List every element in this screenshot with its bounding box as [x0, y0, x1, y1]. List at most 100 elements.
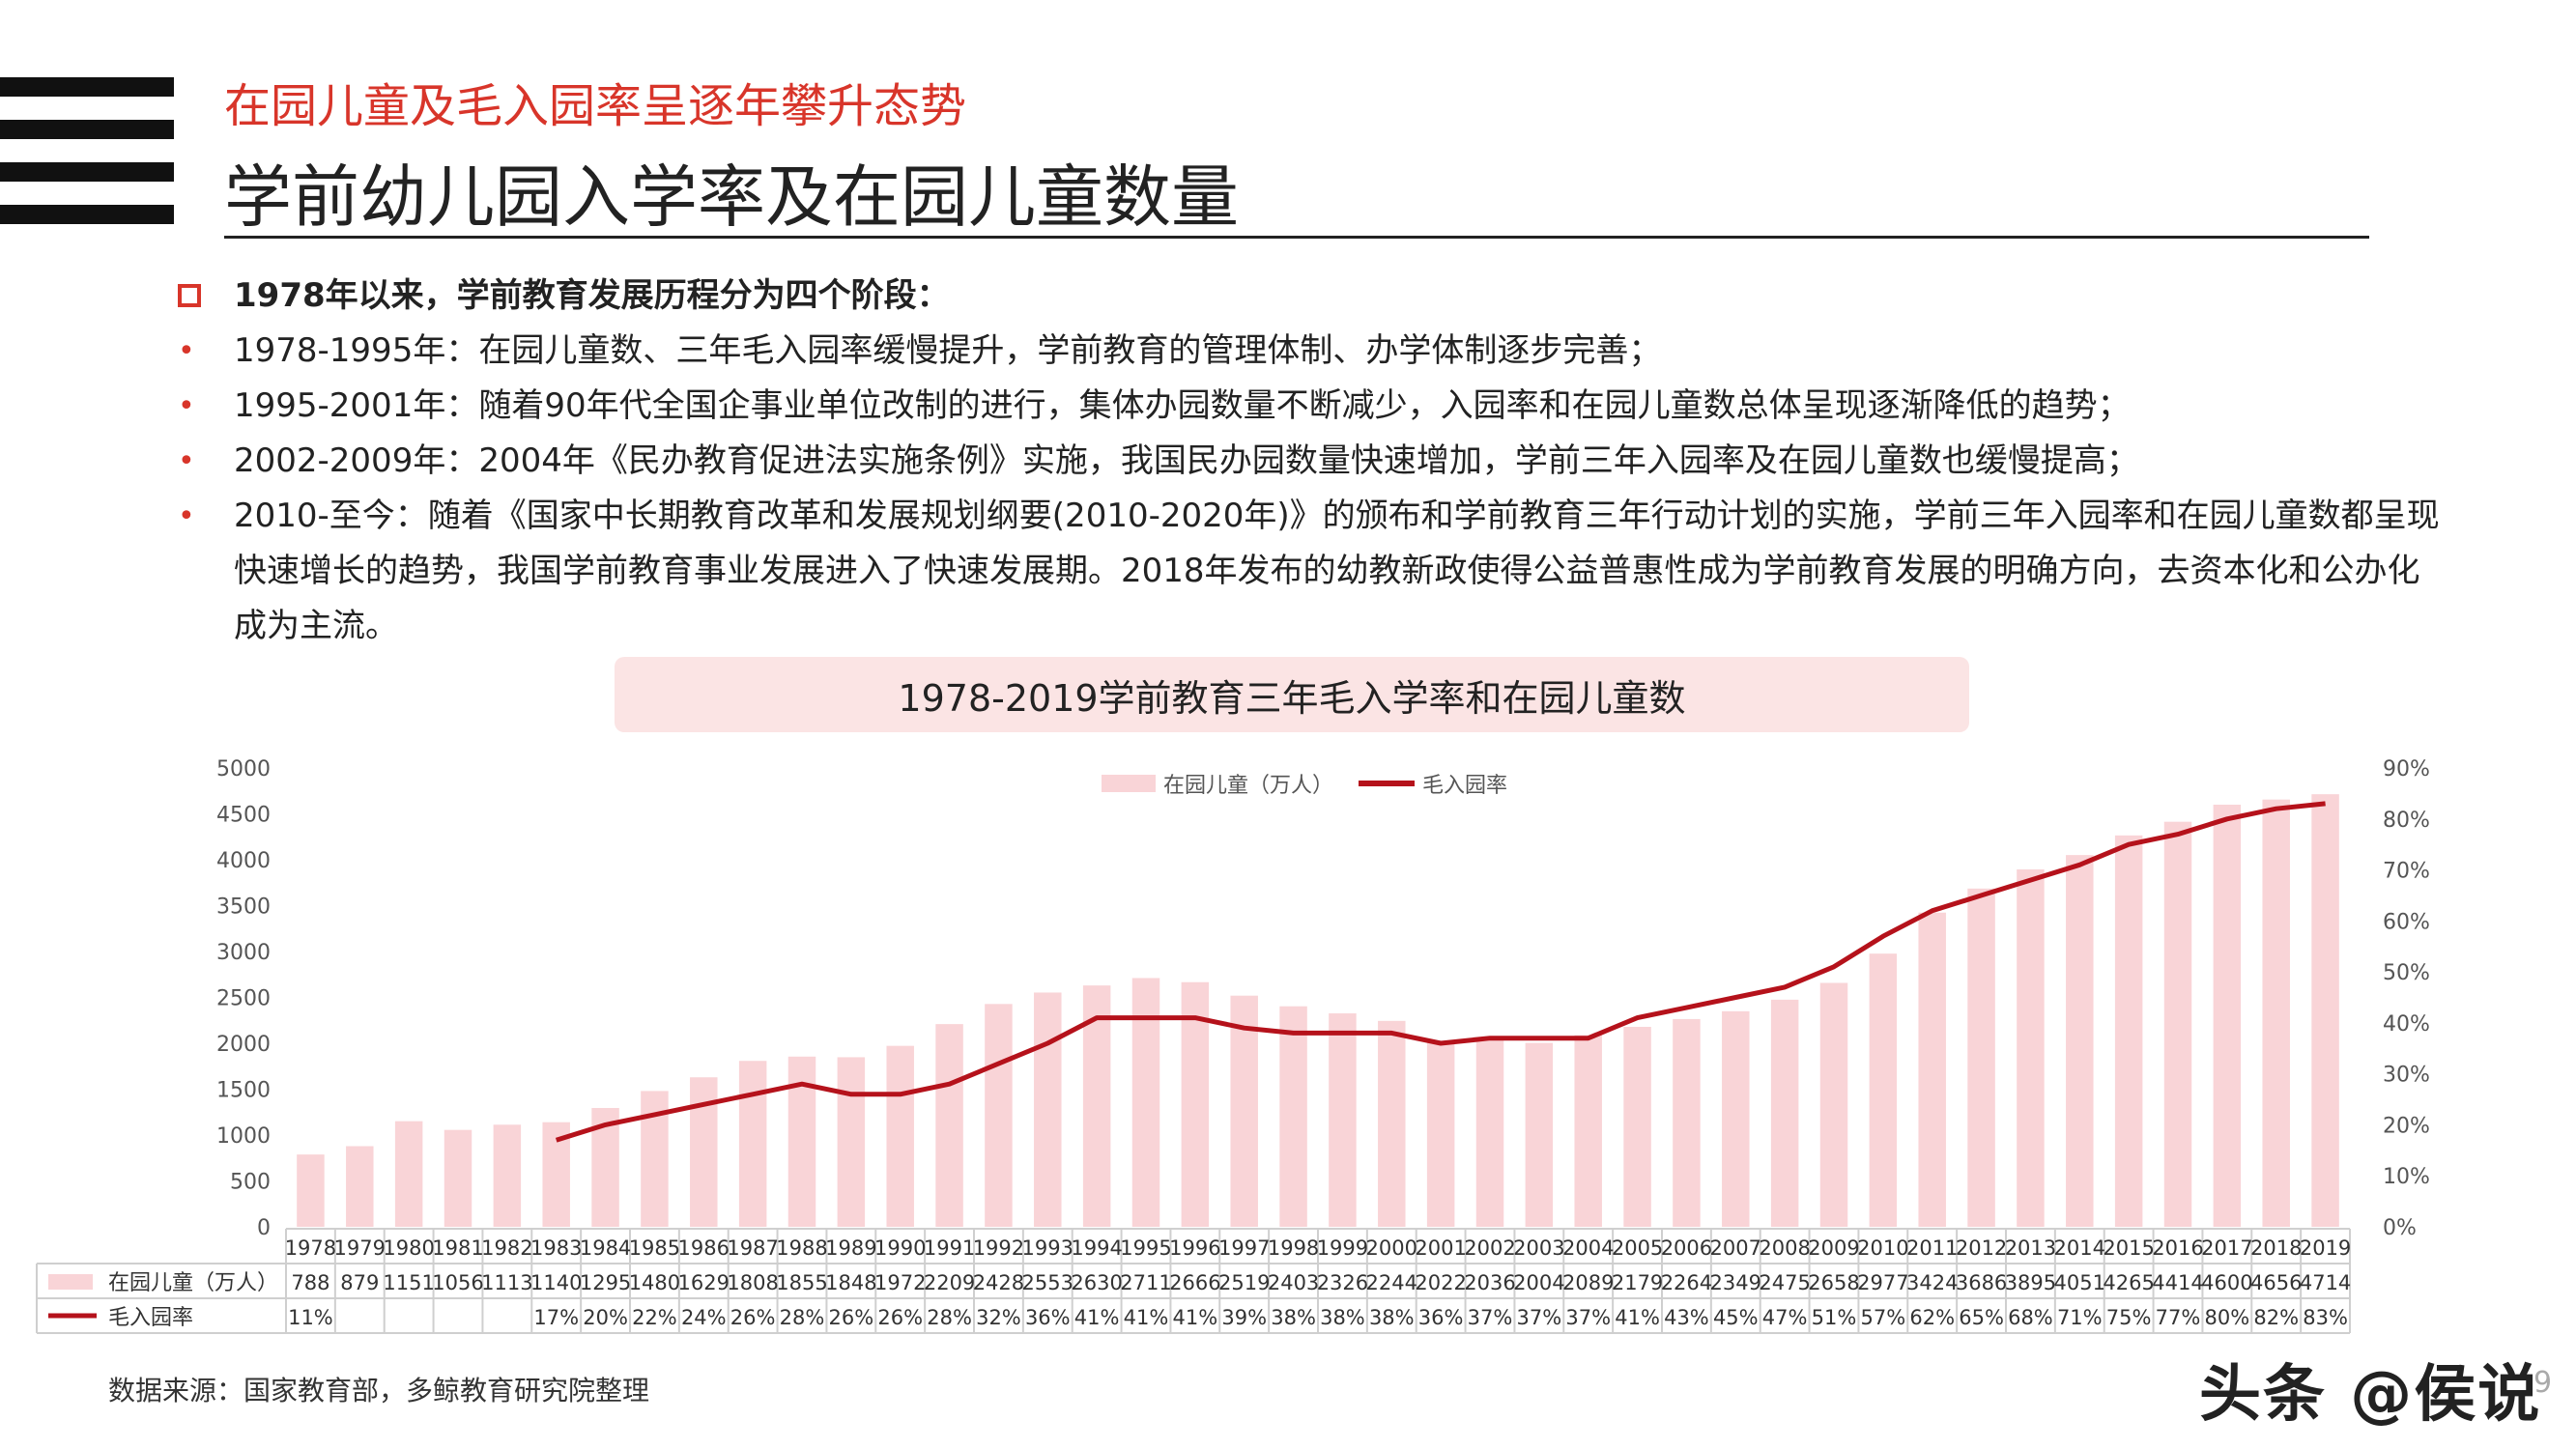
data-label-children: 4600 — [2201, 1271, 2252, 1294]
x-axis-tick-label: 1998 — [1268, 1236, 1319, 1260]
bar — [1869, 953, 1898, 1227]
bar — [985, 1004, 1013, 1227]
right-axis-tick-label: 60% — [2383, 910, 2430, 934]
bar — [2114, 835, 2143, 1227]
data-label-children: 1295 — [580, 1271, 631, 1294]
bar — [1673, 1018, 1701, 1227]
data-label-children: 2036 — [1464, 1271, 1515, 1294]
data-label-rate: 26% — [829, 1306, 874, 1329]
bar — [1475, 1039, 1504, 1227]
table-row-label-bars: 在园儿童（万人） — [108, 1271, 278, 1295]
data-label-children: 788 — [291, 1271, 329, 1294]
x-axis-tick-label: 1984 — [580, 1236, 631, 1260]
bullet-text: 1978-1995年：在园儿童数、三年毛入园率缓慢提升，学前教育的管理体制、办学… — [234, 331, 1662, 370]
table-row-label-line: 毛入园率 — [108, 1306, 193, 1330]
data-label-children: 2630 — [1071, 1271, 1122, 1294]
bar — [1722, 1010, 1750, 1227]
page-title: 学前幼儿园入学率及在园儿童数量 — [224, 157, 1239, 237]
right-axis-tick-label: 20% — [2383, 1114, 2430, 1138]
x-axis-tick-label: 2015 — [2103, 1236, 2154, 1260]
data-label-rate: 41% — [1074, 1306, 1120, 1329]
data-label-rate: 80% — [2205, 1306, 2250, 1329]
data-label-children: 2711 — [1120, 1271, 1171, 1294]
data-label-children: 2179 — [1612, 1271, 1663, 1294]
left-axis-tick-label: 4000 — [216, 849, 271, 873]
data-source-note: 数据来源：国家教育部，多鲸教育研究院整理 — [108, 1375, 650, 1406]
bar — [2311, 794, 2339, 1227]
bullet-item: • 2010-至今：随着《国家中长期教育改革和发展规划纲要(2010-2020年… — [172, 489, 2452, 654]
bar — [1623, 1026, 1651, 1227]
data-label-rate: 82% — [2253, 1306, 2299, 1329]
bar — [690, 1077, 718, 1227]
bullet-text: 2010-至今：随着《国家中长期教育改革和发展规划纲要(2010-2020年)》… — [234, 497, 2440, 645]
right-axis-tick-label: 10% — [2383, 1165, 2430, 1189]
data-label-children: 4656 — [2250, 1271, 2302, 1294]
logo-bar — [0, 162, 174, 182]
left-axis-tick-label: 2000 — [216, 1033, 271, 1057]
data-label-rate: 36% — [1025, 1306, 1071, 1329]
data-label-rate: 38% — [1271, 1306, 1316, 1329]
x-axis-tick-label: 1989 — [825, 1236, 876, 1260]
data-label-children: 2666 — [1169, 1271, 1220, 1294]
data-label-children: 3686 — [1956, 1271, 2007, 1294]
data-label-rate: 57% — [1861, 1306, 1906, 1329]
bar — [1034, 992, 1062, 1227]
data-label-rate: 47% — [1762, 1306, 1808, 1329]
dot-bullet-icon: • — [178, 389, 195, 423]
data-label-rate: 36% — [1418, 1306, 1464, 1329]
section-subtitle: 在园儿童及毛入园率呈逐年攀升态势 — [224, 79, 967, 133]
bullet-heading-row: 1978年以来，学前教育发展历程分为四个阶段： — [172, 269, 2452, 324]
x-axis-tick-label: 2006 — [1661, 1236, 1712, 1260]
data-label-children: 2244 — [1366, 1271, 1417, 1294]
data-label-children: 4414 — [2152, 1271, 2203, 1294]
x-axis-tick-label: 2010 — [1857, 1236, 1908, 1260]
logo-bar — [0, 205, 174, 224]
table-legend-swatch-bars — [48, 1274, 93, 1290]
data-label-rate: 20% — [583, 1306, 628, 1329]
data-label-children: 2022 — [1415, 1271, 1466, 1294]
left-axis-tick-label: 3000 — [216, 941, 271, 965]
x-axis-tick-label: 2007 — [1710, 1236, 1761, 1260]
data-label-children: 3424 — [1906, 1271, 1958, 1294]
data-label-rate: 65% — [1959, 1306, 2004, 1329]
data-label-rate: 83% — [2303, 1306, 2348, 1329]
data-label-rate: 41% — [1615, 1306, 1660, 1329]
left-axis-tick-label: 500 — [230, 1171, 271, 1195]
bar — [1279, 1006, 1307, 1227]
data-label-children: 3895 — [2005, 1271, 2056, 1294]
left-axis-tick-label: 0 — [257, 1216, 271, 1240]
data-label-children: 2553 — [1022, 1271, 1073, 1294]
bar — [444, 1129, 472, 1227]
data-label-children: 2519 — [1218, 1271, 1270, 1294]
bullet-item: • 1978-1995年：在园儿童数、三年毛入园率缓慢提升，学前教育的管理体制、… — [172, 324, 2452, 379]
data-label-rate: 71% — [2057, 1306, 2103, 1329]
bar — [1131, 978, 1160, 1227]
data-label-children: 1855 — [776, 1271, 827, 1294]
data-label-children: 2475 — [1759, 1271, 1810, 1294]
data-label-children: 2264 — [1661, 1271, 1712, 1294]
bullet-item: • 1995-2001年：随着90年代全国企事业单位改制的进行，集体办园数量不断… — [172, 379, 2452, 434]
bar — [1770, 999, 1799, 1227]
dot-bullet-icon: • — [178, 334, 195, 368]
left-axis-tick-label: 1000 — [216, 1124, 271, 1149]
data-label-children: 2004 — [1513, 1271, 1564, 1294]
legend-swatch-bars — [1102, 775, 1156, 792]
data-label-rate: 17% — [533, 1306, 579, 1329]
bar — [1426, 1040, 1455, 1227]
right-axis-tick-label: 0% — [2383, 1216, 2417, 1240]
data-label-children: 2403 — [1268, 1271, 1319, 1294]
data-label-rate: 51% — [1812, 1306, 1857, 1329]
x-axis-tick-label: 2014 — [2054, 1236, 2105, 1260]
x-axis-tick-label: 1991 — [924, 1236, 975, 1260]
x-axis-tick-label: 2011 — [1906, 1236, 1958, 1260]
data-label-rate: 41% — [1173, 1306, 1218, 1329]
bar — [1329, 1013, 1357, 1227]
data-label-children: 2209 — [924, 1271, 975, 1294]
x-axis-tick-label: 1983 — [530, 1236, 582, 1260]
x-axis-tick-label: 2012 — [1956, 1236, 2007, 1260]
title-divider — [224, 236, 2369, 239]
data-label-children: 2658 — [1808, 1271, 1859, 1294]
bar — [1574, 1035, 1602, 1227]
x-axis-tick-label: 1982 — [481, 1236, 532, 1260]
x-axis-tick-label: 2017 — [2201, 1236, 2252, 1260]
